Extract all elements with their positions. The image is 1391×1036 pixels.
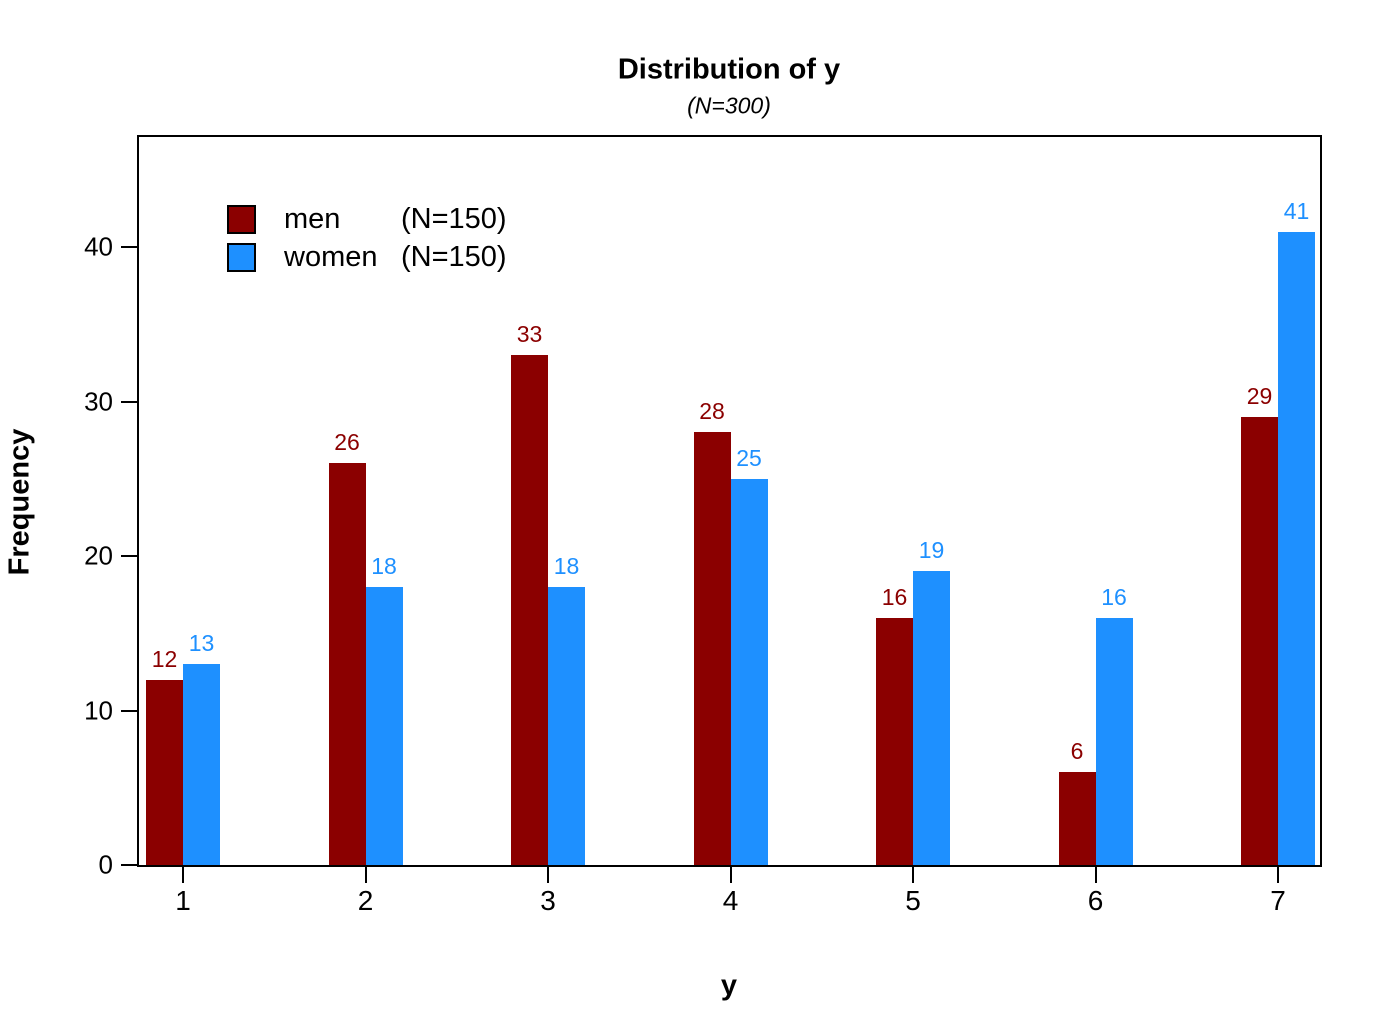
bar-women-6 bbox=[1095, 617, 1133, 865]
legend-row-women: women (N=150) bbox=[227, 238, 507, 276]
bar-men-7 bbox=[1241, 416, 1278, 865]
y-tick-label-40: 40 bbox=[84, 231, 113, 262]
x-tick-label-3: 3 bbox=[540, 885, 556, 916]
value-label-women-3: 18 bbox=[553, 552, 580, 579]
value-label-men-5: 16 bbox=[881, 583, 908, 610]
y-axis-label: Frequency bbox=[3, 428, 36, 576]
x-tick-3 bbox=[547, 867, 549, 883]
legend-n-women: (N=150) bbox=[401, 240, 507, 273]
x-tick-4 bbox=[729, 867, 732, 883]
y-tick-30 bbox=[121, 400, 137, 403]
y-tick-label-10: 10 bbox=[84, 695, 113, 725]
y-tick-20 bbox=[121, 555, 137, 557]
x-tick-6 bbox=[1094, 867, 1097, 883]
y-tick-0 bbox=[121, 864, 137, 866]
bar-men-3 bbox=[511, 355, 548, 865]
value-label-men-2: 26 bbox=[334, 429, 360, 456]
legend: men (N=150) women (N=150) bbox=[227, 200, 507, 276]
legend-label-men: men bbox=[284, 202, 341, 235]
x-tick-label-1: 1 bbox=[175, 885, 191, 916]
bar-women-5 bbox=[913, 571, 950, 865]
value-label-men-4: 28 bbox=[699, 398, 725, 425]
x-tick-2 bbox=[364, 867, 367, 883]
legend-n-men: (N=150) bbox=[401, 202, 507, 235]
x-tick-label-5: 5 bbox=[905, 885, 921, 916]
value-label-women-2: 18 bbox=[371, 552, 397, 579]
y-tick-label-30: 30 bbox=[84, 386, 113, 416]
bar-women-2 bbox=[365, 586, 403, 865]
x-tick-5 bbox=[912, 867, 914, 883]
chart-subtitle: (N=300) bbox=[687, 92, 771, 119]
bar-women-1 bbox=[183, 664, 220, 865]
x-axis-label: y bbox=[720, 969, 738, 1002]
value-label-women-4: 25 bbox=[736, 444, 762, 471]
bar-women-4 bbox=[730, 478, 768, 865]
bar-men-4 bbox=[693, 432, 731, 865]
y-tick-40 bbox=[121, 246, 137, 248]
x-tick-label-7: 7 bbox=[1270, 885, 1286, 916]
bar-men-2 bbox=[328, 463, 366, 865]
legend-row-men: men (N=150) bbox=[227, 200, 507, 238]
plot-area: men (N=150) women (N=150) 0 10 20 30 40 12 13 1 26 1… bbox=[84, 135, 1322, 916]
legend-swatch-women bbox=[227, 242, 256, 272]
y-tick-10 bbox=[121, 709, 137, 712]
bar-women-3 bbox=[548, 586, 585, 865]
y-tick-label-0: 0 bbox=[98, 849, 113, 880]
value-label-men-7: 29 bbox=[1246, 382, 1273, 409]
x-tick-label-2: 2 bbox=[357, 885, 374, 916]
bar-women-7 bbox=[1278, 231, 1315, 865]
value-label-women-6: 16 bbox=[1101, 583, 1127, 610]
y-tick-label-20: 20 bbox=[84, 540, 113, 571]
value-label-women-5: 19 bbox=[918, 537, 945, 564]
value-label-women-7: 41 bbox=[1283, 197, 1310, 224]
x-tick-7 bbox=[1277, 867, 1279, 883]
x-tick-1 bbox=[182, 867, 184, 883]
chart-title: Distribution of y bbox=[617, 53, 841, 86]
value-label-men-1: 12 bbox=[151, 645, 178, 672]
x-tick-label-6: 6 bbox=[1087, 885, 1104, 916]
x-tick-label-4: 4 bbox=[722, 885, 739, 916]
value-label-women-1: 13 bbox=[188, 630, 215, 657]
legend-label-women: women bbox=[284, 240, 378, 273]
bar-men-6 bbox=[1058, 772, 1096, 865]
value-label-men-3: 33 bbox=[516, 321, 543, 348]
bar-men-5 bbox=[876, 617, 913, 865]
legend-swatch-men bbox=[227, 204, 256, 234]
bar-men-1 bbox=[146, 679, 183, 865]
value-label-men-6: 6 bbox=[1070, 738, 1084, 765]
